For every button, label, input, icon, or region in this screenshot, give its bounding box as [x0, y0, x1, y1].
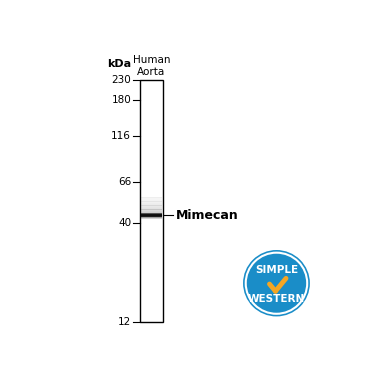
Bar: [141, 198, 162, 199]
Bar: [141, 207, 162, 208]
Text: WESTERN: WESTERN: [248, 294, 305, 304]
Bar: [141, 203, 162, 204]
Text: SIMPLE: SIMPLE: [255, 265, 298, 275]
Bar: [141, 212, 162, 213]
Text: 40: 40: [118, 218, 131, 228]
Bar: [141, 208, 162, 209]
Bar: [141, 213, 162, 214]
Bar: [141, 204, 162, 205]
Circle shape: [243, 250, 310, 316]
Text: 180: 180: [111, 95, 131, 105]
Text: kDa: kDa: [107, 59, 131, 69]
Bar: [141, 209, 162, 210]
Bar: [141, 218, 162, 219]
Bar: [141, 216, 162, 217]
Bar: [141, 211, 162, 212]
Bar: [141, 215, 162, 216]
Bar: [141, 199, 162, 200]
Bar: [141, 217, 162, 218]
Text: 116: 116: [111, 131, 131, 141]
Text: ®: ®: [303, 307, 308, 312]
Text: 230: 230: [111, 75, 131, 85]
Text: Human
Aorta: Human Aorta: [133, 55, 170, 77]
Bar: [141, 205, 162, 206]
Text: 12: 12: [118, 317, 131, 327]
Bar: [141, 214, 162, 215]
Bar: [141, 197, 162, 198]
Bar: [141, 211, 162, 212]
Bar: [141, 202, 162, 203]
Bar: [141, 198, 162, 199]
Bar: [141, 200, 162, 201]
Bar: [141, 209, 162, 210]
Bar: [140, 80, 163, 322]
Bar: [141, 201, 162, 202]
Bar: [141, 211, 162, 212]
Text: Mimecan: Mimecan: [176, 209, 239, 222]
Bar: [141, 210, 162, 211]
Bar: [141, 206, 162, 207]
Text: 66: 66: [118, 177, 131, 187]
Bar: [141, 210, 162, 211]
Bar: [141, 199, 162, 200]
